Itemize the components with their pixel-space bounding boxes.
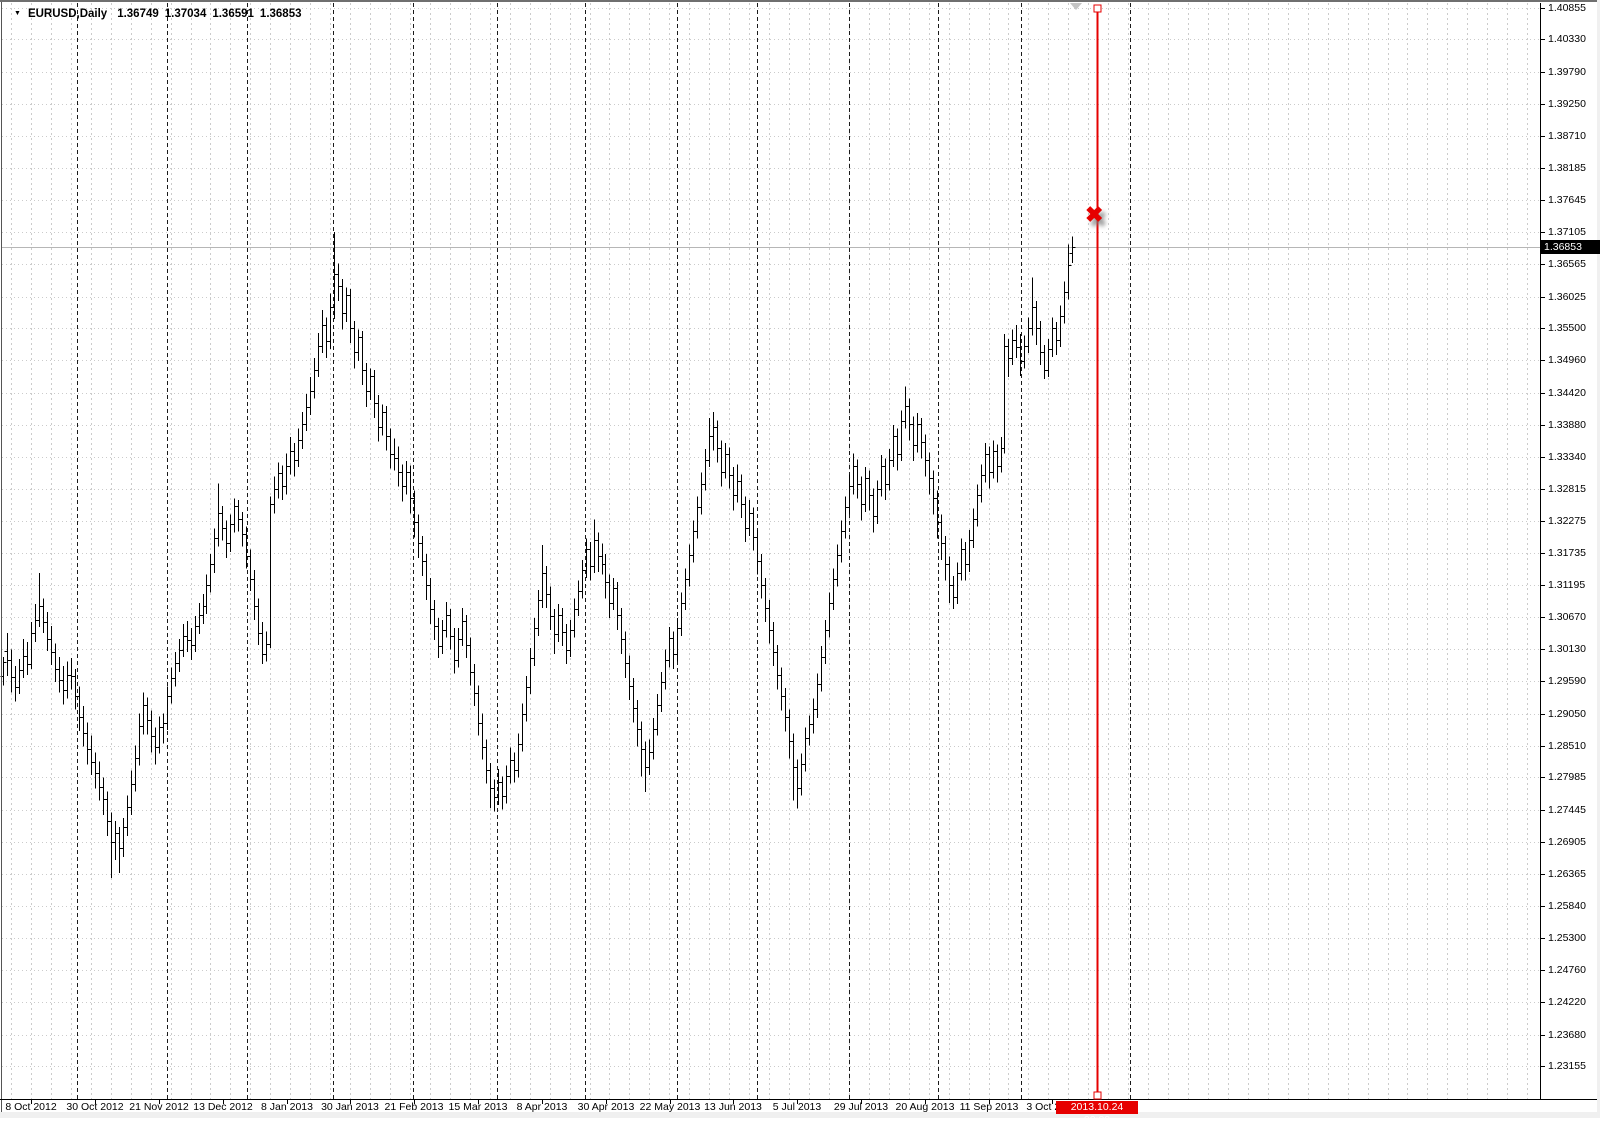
- date-axis-label: 8 Apr 2013: [516, 1101, 568, 1113]
- price-axis-label: 1.32815: [1548, 483, 1586, 495]
- window-right-border: [1597, 0, 1600, 1118]
- weekly-gridlines: [11, 3, 1528, 1099]
- price-axis-label: 1.33880: [1548, 419, 1586, 431]
- month-separator-lines: [77, 3, 1131, 1099]
- price-axis-label: 1.31735: [1548, 547, 1586, 559]
- price-axis-label: 1.27445: [1548, 804, 1586, 816]
- symbol-dropdown-icon[interactable]: ▼: [14, 10, 21, 17]
- date-axis-label: 21 Nov 2012: [129, 1101, 189, 1113]
- price-axis-label: 1.39790: [1548, 66, 1586, 78]
- price-axis-label: 1.34960: [1548, 354, 1586, 366]
- red-cross-marker-icon[interactable]: ✖: [1085, 202, 1104, 227]
- price-axis-label: 1.29050: [1548, 708, 1586, 720]
- price-axis-label: 1.24220: [1548, 996, 1586, 1008]
- price-axis-label: 1.37645: [1548, 194, 1586, 206]
- price-axis-label: 1.29590: [1548, 675, 1586, 687]
- vertical-line-2013-10-24[interactable]: [1093, 4, 1102, 1100]
- price-axis-label: 1.31195: [1548, 579, 1586, 591]
- date-axis-label: 30 Oct 2012: [66, 1101, 124, 1113]
- title-low-value: 1.36591: [212, 8, 254, 20]
- price-axis-label: 1.28510: [1548, 740, 1586, 752]
- date-axis-label: 29 Jul 2013: [833, 1101, 889, 1113]
- chart-title: ▼ EURUSD,Daily 1.36749 1.37034 1.36591 1.3685…: [14, 8, 302, 20]
- price-axis-label: 1.35500: [1548, 322, 1586, 334]
- price-axis-label: 1.38710: [1548, 130, 1586, 142]
- price-axis-label: 1.40330: [1548, 33, 1586, 45]
- vertical-line-time-label: 2013.10.24 00:00: [1056, 1101, 1138, 1126]
- price-bars: [0, 231, 1076, 879]
- price-axis-label: 1.23155: [1548, 1060, 1586, 1072]
- price-axis-label: 1.30670: [1548, 611, 1586, 623]
- date-axis-label: 21 Feb 2013: [384, 1101, 444, 1113]
- vline-bottom-handle[interactable]: [1093, 1091, 1102, 1100]
- price-axis-label: 1.36025: [1548, 291, 1586, 303]
- window-top-border: [0, 0, 1600, 2]
- horizontal-gridlines: [2, 8, 1540, 1067]
- price-axis-label: 1.27985: [1548, 771, 1586, 783]
- date-axis-label: 5 Jul 2013: [772, 1101, 822, 1113]
- date-axis-label: 15 Mar 2013: [448, 1101, 508, 1113]
- price-axis-label: 1.38185: [1548, 162, 1586, 174]
- price-axis-label: 1.32275: [1548, 515, 1586, 527]
- window-bottom-border: [0, 1112, 1600, 1118]
- price-axis-label: 1.25300: [1548, 932, 1586, 944]
- price-axis-label: 1.36565: [1548, 258, 1586, 270]
- price-axis-label: 1.24760: [1548, 964, 1586, 976]
- chart-shift-marker-icon[interactable]: [1070, 3, 1082, 10]
- current-price-tag: 1.36853: [1541, 240, 1600, 254]
- price-axis-label: 1.39250: [1548, 98, 1586, 110]
- price-axis-label: 1.26365: [1548, 868, 1586, 880]
- date-axis-label: 8 Jan 2013: [261, 1101, 313, 1113]
- price-axis-label: 1.23680: [1548, 1029, 1586, 1041]
- date-axis-label: 30 Apr 2013: [577, 1101, 635, 1113]
- axis-ticks: [31, 8, 1545, 1104]
- price-axis-label: 1.33340: [1548, 451, 1586, 463]
- date-axis-label: 8 Oct 2012: [5, 1101, 57, 1113]
- price-axis-label: 1.37105: [1548, 226, 1586, 238]
- date-axis-label: 13 Dec 2012: [193, 1101, 253, 1113]
- price-axis-label: 1.30130: [1548, 643, 1586, 655]
- title-high-value: 1.37034: [164, 8, 207, 20]
- date-axis-label: 11 Sep 2013: [959, 1101, 1019, 1113]
- date-axis-label: 13 Jun 2013: [704, 1101, 762, 1113]
- date-axis-label: 20 Aug 2013: [895, 1101, 955, 1113]
- date-axis-label: 22 May 2013: [639, 1101, 701, 1113]
- vline-top-handle[interactable]: [1093, 4, 1102, 13]
- price-axis-label: 1.26905: [1548, 836, 1586, 848]
- price-axis-label: 1.34420: [1548, 387, 1586, 399]
- price-axis-label: 1.40855: [1548, 2, 1586, 14]
- title-close-value: 1.36853: [259, 8, 302, 20]
- title-open-value: 1.36749: [117, 8, 159, 20]
- price-axis-label: 1.25840: [1548, 900, 1586, 912]
- symbol-period-label: EURUSD,Daily: [27, 8, 108, 20]
- date-axis-label: 30 Jan 2013: [321, 1101, 379, 1113]
